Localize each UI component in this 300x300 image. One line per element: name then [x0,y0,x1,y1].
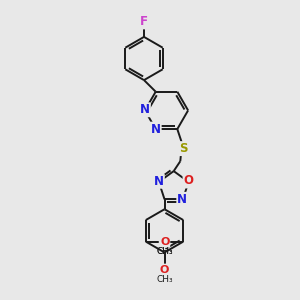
Text: CH₃: CH₃ [156,247,172,256]
Text: O: O [160,237,169,247]
Text: N: N [140,103,150,116]
Text: CH₃: CH₃ [156,247,173,256]
Text: O: O [184,175,194,188]
Text: S: S [179,142,187,155]
Text: N: N [151,123,161,136]
Text: CH₃: CH₃ [156,275,173,284]
Text: F: F [140,15,148,28]
Text: O: O [160,237,169,247]
Text: O: O [160,265,169,275]
Text: N: N [177,193,187,206]
Text: N: N [154,175,164,188]
